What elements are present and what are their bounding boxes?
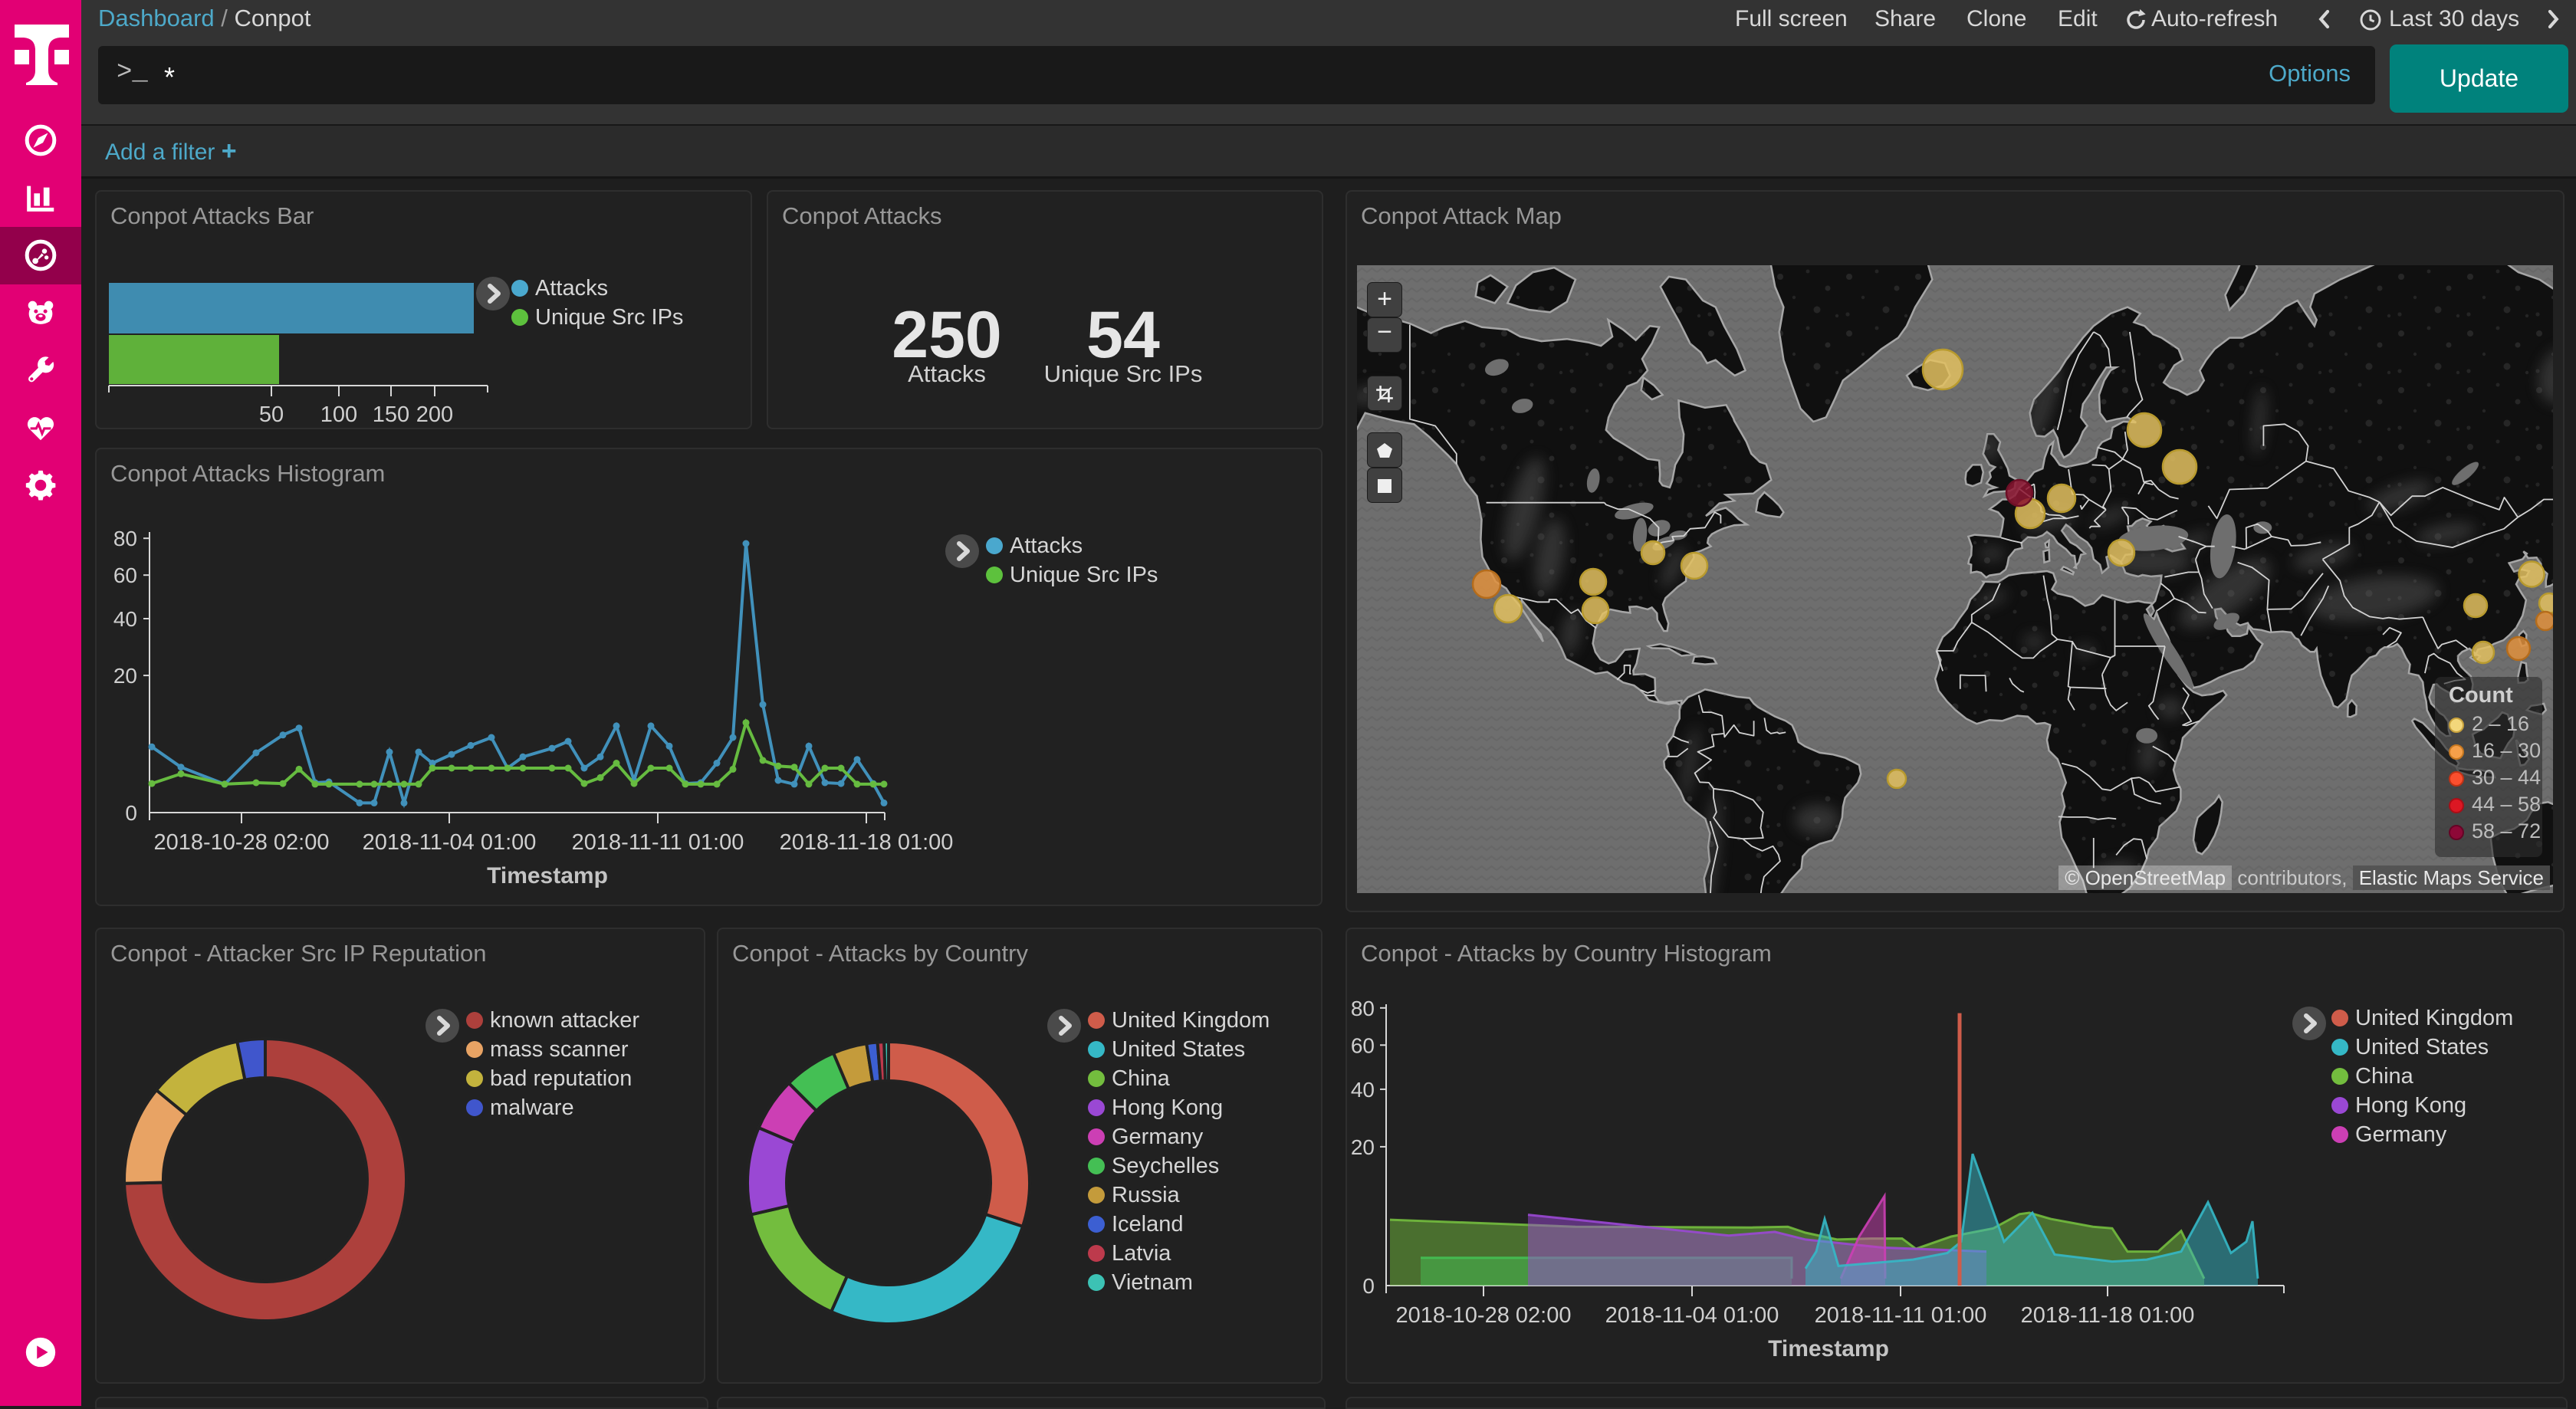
svg-text:50: 50 — [259, 402, 284, 427]
svg-text:40: 40 — [113, 607, 137, 631]
svg-text:2018-11-11 01:00: 2018-11-11 01:00 — [1815, 1303, 1987, 1328]
svg-text:0: 0 — [125, 801, 137, 825]
svg-text:40: 40 — [1351, 1078, 1375, 1102]
svg-text:2018-10-28 02:00: 2018-10-28 02:00 — [1396, 1303, 1572, 1328]
svg-text:80: 80 — [113, 527, 137, 550]
svg-text:2018-10-28 02:00: 2018-10-28 02:00 — [154, 830, 330, 855]
svg-text:2018-11-11 01:00: 2018-11-11 01:00 — [572, 830, 744, 855]
svg-text:20: 20 — [113, 664, 137, 688]
svg-text:100: 100 — [320, 402, 357, 427]
svg-text:2018-11-04 01:00: 2018-11-04 01:00 — [1605, 1303, 1779, 1328]
svg-text:2018-11-04 01:00: 2018-11-04 01:00 — [363, 830, 537, 855]
svg-text:150: 150 — [373, 402, 409, 427]
svg-text:80: 80 — [1351, 997, 1375, 1020]
svg-text:Timestamp: Timestamp — [487, 863, 608, 888]
svg-text:20: 20 — [1351, 1135, 1375, 1159]
svg-text:60: 60 — [113, 563, 137, 587]
svg-text:200: 200 — [416, 402, 453, 427]
svg-text:60: 60 — [1351, 1033, 1375, 1057]
svg-text:Timestamp: Timestamp — [1768, 1336, 1889, 1361]
svg-text:2018-11-18 01:00: 2018-11-18 01:00 — [2021, 1303, 2195, 1328]
svg-text:2018-11-18 01:00: 2018-11-18 01:00 — [780, 830, 954, 855]
svg-text:0: 0 — [1362, 1274, 1375, 1298]
